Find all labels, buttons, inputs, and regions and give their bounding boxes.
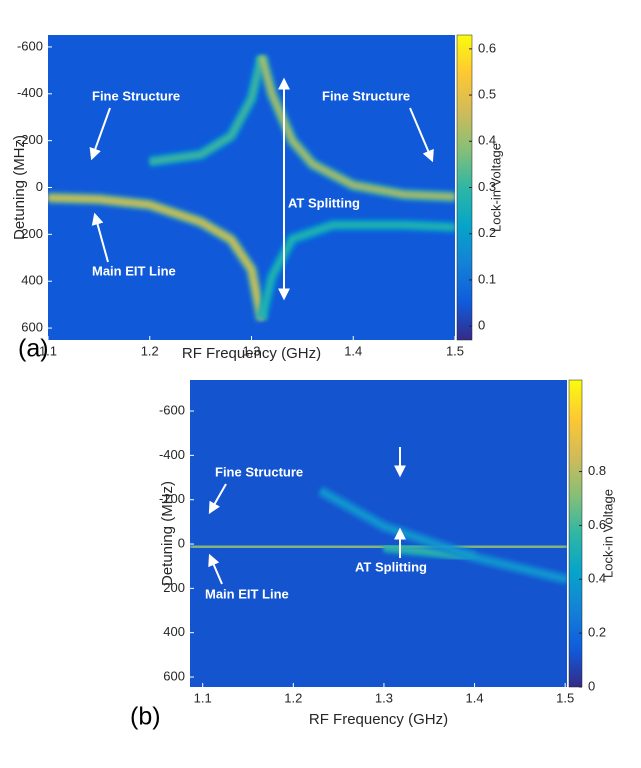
colorbar-tick-label: 0.4 xyxy=(478,133,496,148)
panel-label: (a) xyxy=(18,335,49,363)
x-tick-label: 1.1 xyxy=(194,690,212,705)
trace xyxy=(149,55,264,164)
y-tick-label: 0 xyxy=(36,179,43,194)
arrow xyxy=(91,212,109,263)
arrow xyxy=(208,483,227,515)
y-tick-label: 0 xyxy=(178,535,185,550)
y-tick-label: -200 xyxy=(17,132,43,147)
colorbar-tick-label: 0.8 xyxy=(588,463,606,478)
colorbar-tick-label: 0.4 xyxy=(588,571,606,586)
trace xyxy=(190,544,567,550)
x-tick-label: 1.2 xyxy=(141,343,159,358)
y-tick-label: -600 xyxy=(17,38,43,53)
y-tick-label: 200 xyxy=(163,580,185,595)
arrow xyxy=(208,553,223,585)
panel-label: (b) xyxy=(130,703,161,731)
colorbar-tick-label: 0.5 xyxy=(478,87,496,102)
colorbar-tick-label: 0 xyxy=(478,318,485,333)
y-tick-label: 200 xyxy=(21,226,43,241)
annotation: Fine Structure xyxy=(92,88,180,103)
annotation: AT Splitting xyxy=(355,559,427,574)
annotation: Main EIT Line xyxy=(205,586,289,601)
y-tick-label: 400 xyxy=(21,273,43,288)
colorbar-label: Lock-in Voltage xyxy=(488,143,503,232)
y-tick-label: -400 xyxy=(159,447,185,462)
x-tick-label: 1.2 xyxy=(284,690,302,705)
trace xyxy=(48,195,264,321)
colorbar-tick-label: 0.3 xyxy=(478,179,496,194)
annotation: AT Splitting xyxy=(288,195,360,210)
plot-area xyxy=(190,380,567,687)
y-axis-label: Detuning (MHz) xyxy=(159,481,176,586)
arrow xyxy=(89,107,111,161)
trace xyxy=(259,223,455,320)
x-axis-label: RF Frequency (GHz) xyxy=(182,345,321,362)
trace xyxy=(319,489,567,582)
arrow xyxy=(409,107,434,163)
colorbar-tick-label: 0.2 xyxy=(478,225,496,240)
y-tick-label: 600 xyxy=(21,319,43,334)
colorbar-tick-label: 0.2 xyxy=(588,625,606,640)
colorbar xyxy=(568,379,583,688)
annotation: Fine Structure xyxy=(322,88,410,103)
y-tick-label: -400 xyxy=(17,85,43,100)
y-tick-label: -600 xyxy=(159,402,185,417)
x-tick-label: 1.4 xyxy=(466,690,484,705)
x-tick-label: 1.4 xyxy=(344,343,362,358)
y-axis-label: Detuning (MHz) xyxy=(11,135,28,240)
colorbar-tick-label: 0.1 xyxy=(478,271,496,286)
annotation: Fine Structure xyxy=(215,464,303,479)
colorbar-tick-label: 0 xyxy=(588,678,595,693)
x-tick-label: 1.3 xyxy=(375,690,393,705)
plot-area xyxy=(48,35,455,340)
trace xyxy=(259,55,455,199)
colorbar-tick-label: 0.6 xyxy=(478,40,496,55)
colorbar-label: Lock-in Voltage xyxy=(600,489,615,578)
y-tick-label: -200 xyxy=(159,491,185,506)
x-tick-label: 1.5 xyxy=(446,343,464,358)
x-axis-label: RF Frequency (GHz) xyxy=(309,711,448,728)
annotation: Main EIT Line xyxy=(92,263,176,278)
x-tick-label: 1.3 xyxy=(242,343,260,358)
x-tick-label: 1.1 xyxy=(39,343,57,358)
x-tick-label: 1.5 xyxy=(556,690,574,705)
y-tick-label: 400 xyxy=(163,624,185,639)
heatmap-background xyxy=(190,380,567,687)
y-tick-label: 600 xyxy=(163,668,185,683)
colorbar-tick-label: 0.6 xyxy=(588,517,606,532)
